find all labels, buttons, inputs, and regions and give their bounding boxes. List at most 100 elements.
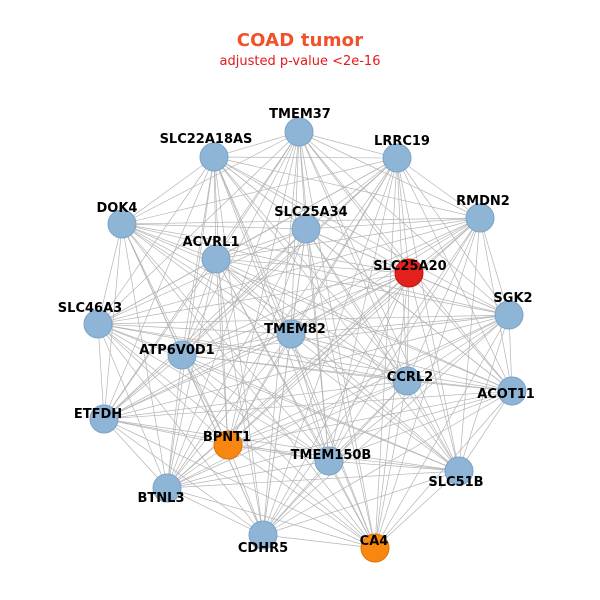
network-edge — [406, 314, 510, 382]
network-edge — [290, 333, 460, 472]
network-edge — [227, 314, 510, 446]
network-edge — [181, 157, 398, 356]
network-node-slc46a3 — [83, 309, 113, 339]
network-edge — [103, 333, 292, 420]
network-edge — [408, 272, 460, 472]
node-label-dok4: DOK4 — [97, 201, 138, 216]
network-node-ccrl2 — [392, 366, 422, 396]
network-edge — [262, 217, 481, 536]
network-edge — [290, 333, 408, 382]
network-node-lrrc19 — [382, 143, 412, 173]
network-node-slc25a34 — [291, 214, 321, 244]
network-edge — [121, 223, 168, 489]
network-edge — [181, 354, 460, 472]
network-edge — [215, 258, 410, 274]
network-node-tmem82 — [276, 319, 306, 349]
network-edge — [406, 272, 410, 382]
network-edge — [328, 217, 481, 462]
network-edge — [262, 333, 292, 536]
node-label-slc51b: SLC51B — [428, 475, 483, 490]
network-edge — [458, 390, 513, 472]
network-edge — [97, 258, 217, 325]
network-edge — [290, 333, 513, 392]
network-edge — [121, 223, 410, 274]
network-node-cdhr5 — [248, 520, 278, 550]
network-edge — [213, 156, 229, 446]
network-edge — [103, 314, 510, 420]
network-edge — [181, 314, 510, 356]
network-edge — [213, 156, 264, 536]
network-edge — [328, 460, 460, 472]
network-edge — [479, 217, 513, 392]
network-edge — [97, 156, 215, 325]
network-edge — [121, 223, 217, 260]
network-edge — [298, 131, 410, 274]
network-edge — [166, 131, 300, 489]
network-node-tmem37 — [284, 117, 314, 147]
network-edge — [227, 157, 398, 446]
network-edge — [290, 333, 330, 462]
network-edge — [121, 223, 510, 316]
network-edge — [103, 217, 481, 420]
network-edge — [103, 157, 398, 420]
network-edge — [406, 217, 481, 382]
network-edge — [328, 390, 513, 462]
network-edge — [396, 157, 510, 316]
network-edge — [408, 272, 510, 316]
network-edge — [227, 390, 513, 446]
network-edge — [215, 258, 376, 549]
network-node-btnl3 — [152, 473, 182, 503]
network-node-rmdn2 — [465, 203, 495, 233]
network-edge — [227, 444, 460, 472]
label-layer: TMEM37 SLC22A18AS LRRC19 DOK4 RMDN2 SLC25A34 A… — [58, 107, 535, 556]
network-edge — [121, 223, 376, 549]
network-edge — [166, 314, 510, 489]
node-label-slc25a20: SLC25A20 — [373, 259, 446, 274]
network-edge — [103, 354, 183, 420]
network-node-slc51b — [444, 456, 474, 486]
network-edge — [103, 390, 513, 420]
network-edge — [305, 228, 460, 472]
network-edge — [166, 470, 460, 489]
network-edge — [166, 390, 513, 489]
chart-subtitle: adjusted p-value <2e-16 — [219, 54, 381, 69]
network-edge — [103, 380, 408, 420]
network-edge — [262, 157, 398, 536]
node-label-tmem150b: TMEM150B — [291, 448, 372, 463]
network-edge — [97, 323, 292, 335]
network-edge — [97, 131, 300, 325]
network-edge — [262, 460, 330, 536]
network-edge — [97, 272, 410, 325]
node-label-etfdh: ETFDH — [74, 407, 122, 422]
network-edge — [97, 323, 330, 462]
network-edge — [181, 333, 292, 356]
network-edge — [215, 228, 307, 260]
network-edge — [166, 272, 410, 489]
network-edge — [374, 380, 408, 549]
network-edge — [97, 323, 513, 392]
network-edge — [305, 228, 408, 382]
node-label-slc46a3: SLC46A3 — [58, 301, 122, 316]
network-edge — [103, 156, 215, 420]
network-edge — [97, 323, 183, 356]
network-edge — [298, 131, 376, 549]
network-node-slc25a20 — [394, 258, 424, 288]
network-edge — [290, 272, 410, 335]
node-label-ca4: CA4 — [360, 534, 389, 549]
node-label-slc22a18as: SLC22A18AS — [160, 132, 253, 147]
network-edge — [121, 156, 215, 225]
network-edge — [103, 228, 307, 420]
network-edge — [181, 228, 307, 356]
network-edge — [97, 323, 264, 536]
network-edge — [121, 223, 292, 335]
network-edge — [227, 272, 410, 446]
network-edge — [374, 157, 398, 549]
network-edge — [181, 131, 300, 356]
network-edge — [181, 258, 217, 356]
node-layer — [83, 117, 527, 563]
node-label-btnl3: BTNL3 — [138, 491, 185, 506]
network-edge — [97, 323, 408, 382]
network-edge — [227, 333, 292, 446]
